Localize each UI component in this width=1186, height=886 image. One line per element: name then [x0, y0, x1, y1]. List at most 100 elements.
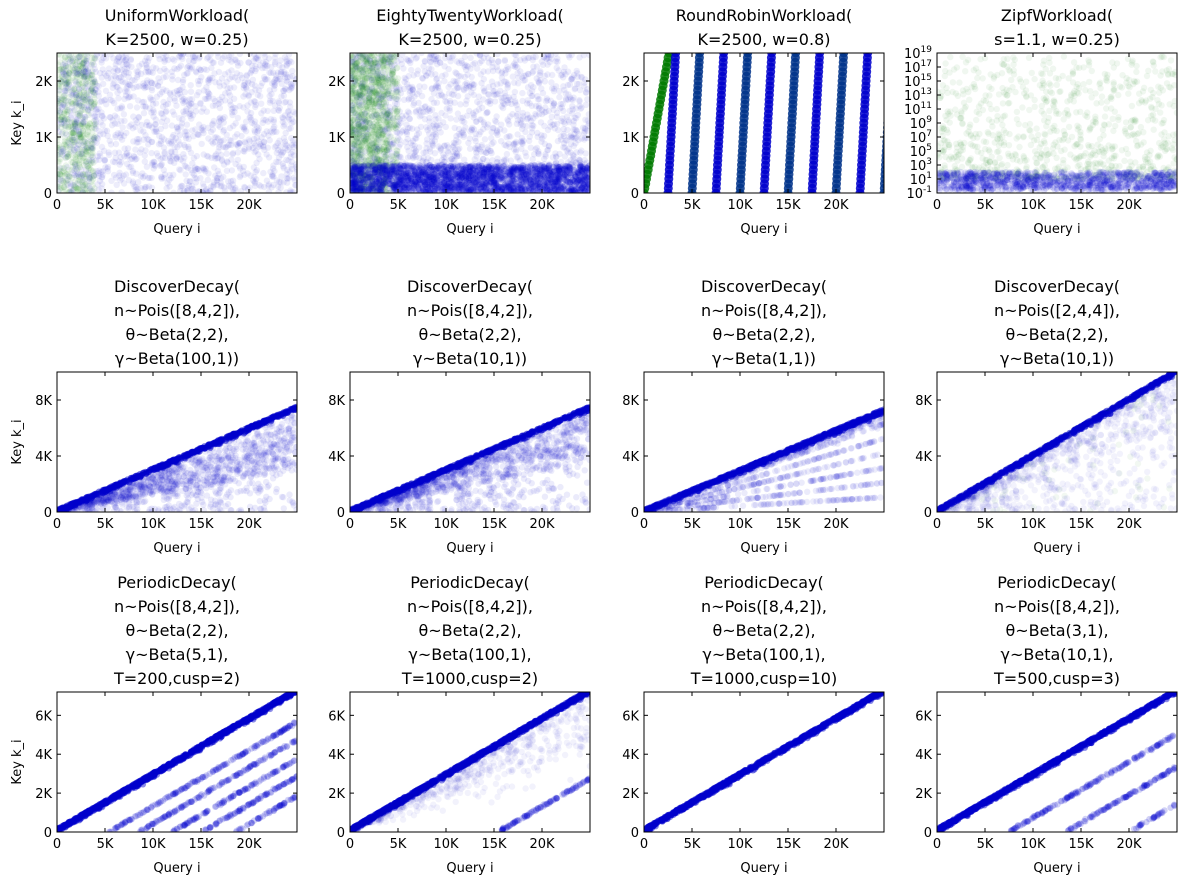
data-point — [73, 99, 80, 107]
data-point — [78, 166, 85, 173]
data-point — [190, 133, 197, 140]
data-point — [148, 138, 156, 146]
data-point — [372, 119, 380, 126]
data-point — [544, 97, 551, 104]
data-point — [287, 150, 295, 157]
data-point — [375, 177, 383, 184]
data-point — [90, 121, 98, 129]
data-point — [73, 58, 81, 65]
data-point — [350, 189, 355, 193]
data-point — [351, 179, 359, 186]
data-point — [70, 86, 77, 94]
data-point — [79, 178, 86, 186]
data-point — [205, 54, 212, 61]
data-point — [220, 119, 227, 126]
data-point — [58, 120, 66, 128]
data-point — [253, 176, 260, 183]
data-point — [107, 96, 114, 104]
data-point — [375, 161, 383, 168]
data-point — [248, 66, 256, 74]
data-point — [378, 126, 386, 133]
data-point — [57, 164, 64, 171]
data-point — [361, 116, 369, 123]
data-point — [350, 85, 357, 92]
data-point — [78, 69, 85, 77]
data-point — [84, 163, 92, 170]
data-point — [80, 96, 88, 104]
data-point — [162, 122, 169, 130]
data-point — [61, 107, 69, 115]
data-point — [199, 164, 207, 171]
data-point — [65, 98, 72, 105]
data-point — [393, 95, 400, 103]
data-point — [108, 122, 116, 129]
data-point — [366, 119, 373, 127]
data-point — [241, 123, 248, 131]
data-point — [219, 55, 226, 62]
data-point — [79, 119, 87, 126]
data-point — [111, 112, 119, 119]
data-point — [104, 75, 112, 82]
data-point — [359, 176, 367, 184]
data-point — [153, 128, 160, 135]
data-point — [76, 102, 84, 109]
data-point — [187, 149, 195, 156]
data-point — [426, 130, 433, 137]
data-point — [467, 54, 474, 61]
data-point — [394, 88, 401, 95]
data-point — [57, 112, 61, 119]
data-point — [88, 174, 95, 181]
data-point — [266, 99, 274, 106]
data-point — [498, 138, 505, 145]
data-point — [79, 189, 86, 193]
data-point — [74, 118, 81, 125]
data-point — [167, 155, 174, 162]
data-point — [57, 155, 64, 163]
data-point — [128, 63, 135, 71]
data-point — [57, 107, 62, 114]
data-point — [145, 141, 152, 148]
data-point — [274, 139, 281, 147]
data-point — [220, 137, 227, 144]
data-point — [74, 81, 82, 89]
data-point — [262, 61, 269, 68]
data-point — [126, 81, 133, 89]
data-point — [65, 70, 73, 78]
data-point — [351, 62, 359, 69]
data-point — [478, 79, 485, 87]
data-point — [227, 84, 234, 92]
data-point — [378, 160, 385, 167]
data-point — [204, 124, 212, 131]
data-point — [372, 78, 380, 85]
data-point — [179, 55, 186, 63]
data-point — [166, 171, 173, 179]
data-point — [382, 135, 389, 143]
data-point — [92, 86, 99, 94]
data-point — [382, 161, 390, 168]
data-point — [67, 188, 74, 193]
data-point — [216, 118, 223, 125]
data-point — [155, 82, 162, 90]
data-point — [180, 158, 187, 165]
data-point — [149, 161, 156, 168]
data-point — [251, 98, 258, 105]
data-point — [94, 153, 102, 160]
data-point — [110, 171, 118, 179]
data-point — [138, 121, 145, 129]
data-point — [82, 68, 89, 76]
data-point — [352, 149, 360, 156]
data-point — [351, 117, 358, 124]
data-point — [148, 174, 155, 182]
data-point — [354, 68, 361, 75]
data-point — [229, 181, 237, 188]
data-point — [207, 56, 214, 64]
data-point — [90, 76, 98, 83]
data-point — [77, 108, 85, 115]
data-point — [261, 75, 269, 83]
data-point — [361, 115, 368, 122]
data-point — [362, 179, 369, 187]
data-point — [468, 126, 475, 133]
data-point — [237, 172, 244, 179]
data-point — [182, 143, 189, 151]
data-point — [260, 59, 267, 66]
